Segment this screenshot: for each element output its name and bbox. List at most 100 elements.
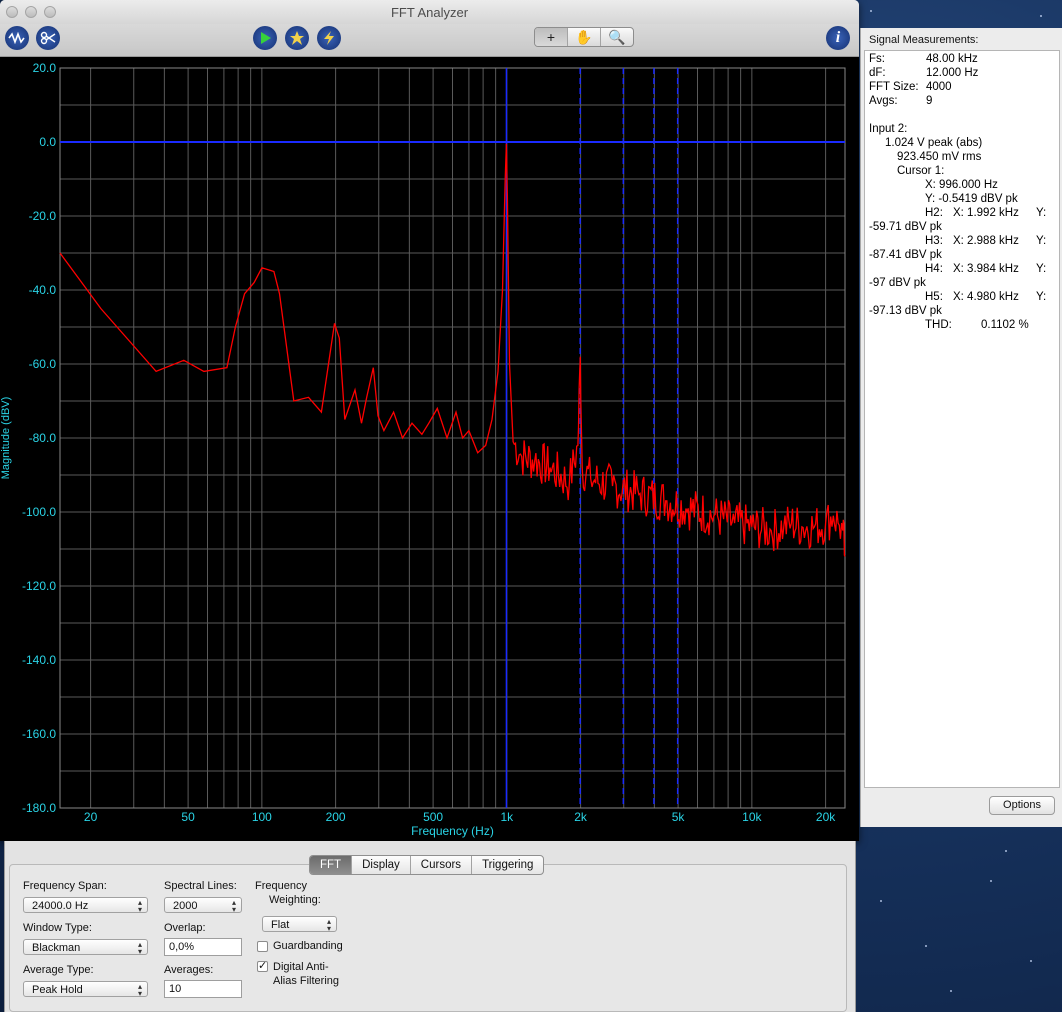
crosshair-tool-button[interactable]: + [535, 28, 568, 46]
cursor-label: Cursor 1: [897, 165, 945, 177]
options-button[interactable]: Options [989, 796, 1055, 815]
y-tick-label: -20.0 [29, 209, 57, 223]
chevron-updown-icon: ▴ ▾ [137, 982, 142, 998]
h4-y: Y: [1036, 263, 1047, 275]
window-type-label: Window Type: [23, 922, 92, 934]
df-value: 12.000 Hz [926, 67, 979, 79]
chevron-updown-icon: ▴ ▾ [137, 898, 142, 914]
x-tick-label: 20k [816, 810, 836, 824]
cursor-x: X: 996.000 Hz [925, 179, 998, 191]
info-icon[interactable]: i [826, 26, 850, 50]
lightning-icon[interactable] [317, 26, 341, 50]
y-tick-label: -40.0 [29, 283, 57, 297]
x-tick-label: 200 [326, 810, 346, 824]
signal-measurements-panel: Signal Measurements: Fs: 48.00 kHz dF: 1… [860, 28, 1062, 827]
measurements-list: Fs: 48.00 kHz dF: 12.000 Hz FFT Size: 40… [864, 50, 1060, 788]
averages-label: Averages: [164, 964, 214, 976]
average-type-select[interactable]: Peak Hold ▴ ▾ [23, 981, 148, 998]
fft-plot[interactable]: 20.0 0.0 -20.0 -40.0 -60.0 -80.0 -100.0 -120.0 -… [0, 57, 859, 841]
frequency-weighting-value: Flat [271, 919, 290, 931]
h5-x: X: 4.980 kHz [953, 291, 1019, 303]
h5-value: -97.13 dBV pk [869, 305, 942, 317]
overlap-input[interactable]: 0,0% [164, 938, 242, 956]
avgs-value: 9 [926, 95, 933, 107]
thd-value: 0.1102 % [981, 319, 1029, 331]
h3-y: Y: [1036, 235, 1047, 247]
h2-label: H2: [925, 207, 943, 219]
y-tick-label: -80.0 [29, 431, 57, 445]
frequency-weighting-label-1: Frequency [255, 880, 307, 892]
h4-label: H4: [925, 263, 943, 275]
fft-chart[interactable]: 20.0 0.0 -20.0 -40.0 -60.0 -80.0 -100.0 -120.0 -… [0, 57, 859, 841]
digital-anti-alias-label-1: Digital Anti- [273, 961, 329, 973]
guardbanding-label: Guardbanding [273, 940, 343, 952]
x-tick-label: 10k [742, 810, 762, 824]
x-tick-label: 2k [574, 810, 588, 824]
controls-panel: FFT Display Cursors Triggering Frequency… [4, 841, 856, 1012]
title-bar: FFT Analyzer [0, 0, 859, 24]
settings-tabs: FFT Display Cursors Triggering [309, 855, 545, 875]
waveform-icon[interactable] [5, 26, 29, 50]
tool-segmented-control: + ✋ 🔍 [534, 27, 634, 47]
digital-anti-alias-checkbox[interactable]: ✓ [257, 960, 268, 972]
zoom-tool-button[interactable]: 🔍 [608, 29, 626, 45]
chevron-updown-icon: ▴ ▾ [137, 940, 142, 956]
pan-tool-button[interactable]: ✋ [568, 28, 601, 46]
h2-value: -59.71 dBV pk [869, 221, 942, 233]
minimize-window-button[interactable] [25, 6, 37, 18]
tab-cursors[interactable]: Cursors [411, 856, 473, 874]
h4-x: X: 3.984 kHz [953, 263, 1019, 275]
spectral-lines-label: Spectral Lines: [164, 880, 237, 892]
x-tick-label: 50 [181, 810, 195, 824]
close-window-button[interactable] [6, 6, 18, 18]
y-tick-label: -100.0 [22, 505, 56, 519]
peak-value: 1.024 V peak (abs) [885, 137, 983, 149]
tab-fft[interactable]: FFT [310, 856, 353, 874]
x-tick-label: 5k [672, 810, 686, 824]
overlap-label: Overlap: [164, 922, 206, 934]
guardbanding-checkbox[interactable] [257, 941, 268, 952]
spectral-lines-value: 2000 [173, 900, 198, 912]
x-tick-label: 20 [84, 810, 98, 824]
window-type-select[interactable]: Blackman ▴ ▾ [23, 939, 148, 956]
frequency-weighting-label-2: Weighting: [269, 894, 321, 906]
fftsize-label: FFT Size: [869, 81, 919, 93]
thd-label: THD: [925, 319, 952, 331]
x-tick-label: 500 [423, 810, 443, 824]
play-icon[interactable] [253, 26, 277, 50]
tab-triggering[interactable]: Triggering [482, 859, 534, 871]
y-tick-label: -140.0 [22, 653, 56, 667]
x-tick-label: 100 [252, 810, 272, 824]
window-type-value: Blackman [32, 942, 81, 954]
toolbar: + ✋ 🔍 i [0, 24, 859, 57]
fft-analyzer-window: FFT Analyzer + ✋ 🔍 i 20.0 0.0 -20.0 -40.0 -6… [0, 0, 859, 841]
plot-frame [59, 67, 846, 809]
scissors-icon[interactable] [36, 26, 60, 50]
tab-display[interactable]: Display [352, 856, 411, 874]
input-label: Input 2: [869, 123, 908, 135]
avgs-label: Avgs: [869, 95, 898, 107]
y-tick-label: 0.0 [39, 135, 56, 149]
zoom-window-button[interactable] [44, 6, 56, 18]
record-icon[interactable] [285, 26, 309, 50]
h2-x: X: 1.992 kHz [953, 207, 1019, 219]
y-tick-label: -60.0 [29, 357, 57, 371]
frequency-span-value: 24000.0 Hz [32, 900, 89, 912]
averages-input[interactable]: 10 [164, 980, 242, 998]
x-tick-label: 1k [501, 810, 515, 824]
rms-value: 923.450 mV rms [897, 151, 982, 163]
fs-label: Fs: [869, 53, 885, 65]
chevron-updown-icon: ▴ ▾ [326, 917, 331, 933]
y-tick-label: -160.0 [22, 727, 56, 741]
spectral-lines-select[interactable]: 2000 ▴ ▾ [164, 897, 242, 914]
frequency-span-select[interactable]: 24000.0 Hz ▴ ▾ [23, 897, 148, 914]
average-type-label: Average Type: [23, 964, 94, 976]
h4-value: -97 dBV pk [869, 277, 926, 289]
h2-y: Y: [1036, 207, 1047, 219]
h3-label: H3: [925, 235, 943, 247]
frequency-weighting-select[interactable]: Flat ▴ ▾ [262, 916, 337, 933]
x-axis-label: Frequency (Hz) [411, 824, 494, 838]
average-type-value: Peak Hold [32, 984, 83, 996]
spectrum-trace [59, 143, 846, 557]
h3-x: X: 2.988 kHz [953, 235, 1019, 247]
